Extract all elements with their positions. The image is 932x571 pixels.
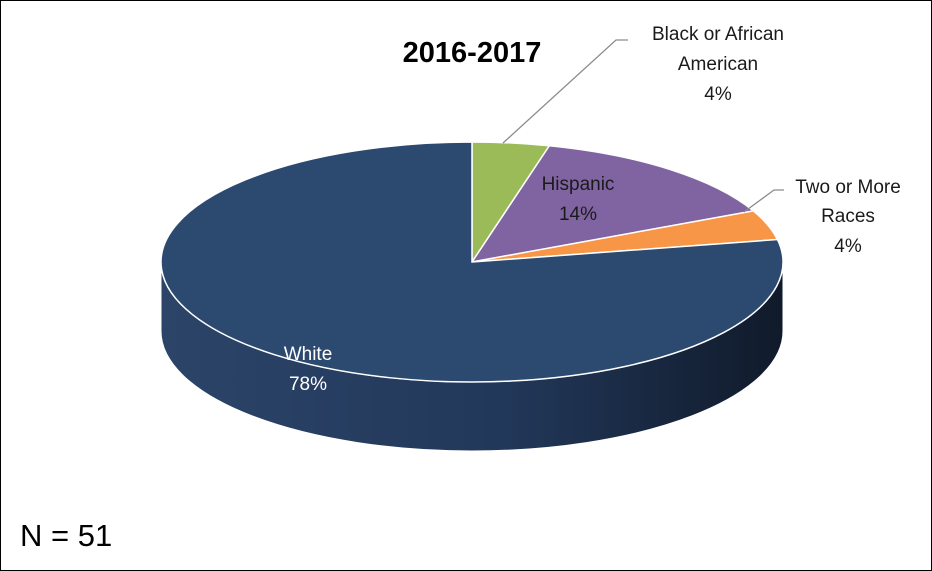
pie-slice-white xyxy=(160,141,784,383)
label-line: White xyxy=(284,344,333,365)
label-percent: 4% xyxy=(834,236,862,257)
data-label-white: White 78% xyxy=(284,344,333,395)
sample-size-note: N = 51 xyxy=(20,518,112,553)
label-percent: 4% xyxy=(704,84,732,105)
data-label-hispanic: Hispanic 14% xyxy=(542,174,615,225)
data-label-two-or-more-races: Two or More Races 4% xyxy=(795,177,901,257)
label-line: Races xyxy=(821,206,875,227)
pie-slices xyxy=(160,141,784,383)
label-line: Hispanic xyxy=(542,174,615,195)
label-line: American xyxy=(678,54,758,75)
label-percent: 14% xyxy=(559,204,597,225)
label-percent: 78% xyxy=(289,374,327,395)
leader-line-two-or-more-races xyxy=(743,189,784,213)
label-line: Two or More xyxy=(795,177,901,198)
chart-title: 2016-2017 xyxy=(403,37,542,69)
pie-slice-hispanic xyxy=(470,144,756,264)
leader-line-black-or-african-american xyxy=(502,39,628,144)
data-label-black-or-african-american: Black or African American 4% xyxy=(652,24,784,105)
label-line: Black or African xyxy=(652,24,784,45)
